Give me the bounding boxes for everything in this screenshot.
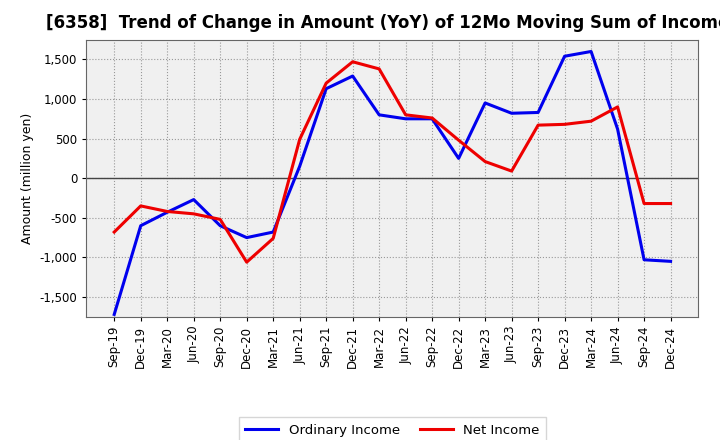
- Net Income: [454, 138, 463, 143]
- Ordinary Income: [454, 156, 463, 161]
- Net Income: [216, 217, 225, 222]
- Ordinary Income: [243, 235, 251, 240]
- Line: Net Income: Net Income: [114, 62, 670, 262]
- Ordinary Income: [401, 116, 410, 121]
- Net Income: [613, 104, 622, 110]
- Net Income: [110, 229, 119, 235]
- Net Income: [269, 236, 277, 241]
- Net Income: [163, 209, 171, 214]
- Net Income: [375, 66, 384, 72]
- Ordinary Income: [587, 49, 595, 54]
- Net Income: [322, 81, 330, 86]
- Ordinary Income: [189, 197, 198, 202]
- Legend: Ordinary Income, Net Income: Ordinary Income, Net Income: [238, 417, 546, 440]
- Net Income: [136, 203, 145, 209]
- Net Income: [189, 211, 198, 216]
- Title: [6358]  Trend of Change in Amount (YoY) of 12Mo Moving Sum of Incomes: [6358] Trend of Change in Amount (YoY) o…: [46, 15, 720, 33]
- Ordinary Income: [110, 312, 119, 317]
- Ordinary Income: [560, 54, 569, 59]
- Net Income: [560, 122, 569, 127]
- Ordinary Income: [534, 110, 542, 115]
- Ordinary Income: [348, 73, 357, 79]
- Ordinary Income: [640, 257, 649, 262]
- Net Income: [295, 137, 304, 142]
- Net Income: [481, 159, 490, 164]
- Ordinary Income: [375, 112, 384, 117]
- Ordinary Income: [613, 126, 622, 132]
- Net Income: [428, 115, 436, 121]
- Net Income: [348, 59, 357, 64]
- Ordinary Income: [508, 110, 516, 116]
- Ordinary Income: [163, 209, 171, 215]
- Ordinary Income: [269, 229, 277, 235]
- Net Income: [640, 201, 649, 206]
- Ordinary Income: [322, 86, 330, 92]
- Net Income: [401, 112, 410, 117]
- Net Income: [587, 118, 595, 124]
- Ordinary Income: [136, 223, 145, 228]
- Ordinary Income: [295, 164, 304, 169]
- Ordinary Income: [666, 259, 675, 264]
- Net Income: [508, 169, 516, 174]
- Net Income: [534, 122, 542, 128]
- Net Income: [666, 201, 675, 206]
- Net Income: [243, 260, 251, 265]
- Line: Ordinary Income: Ordinary Income: [114, 51, 670, 315]
- Y-axis label: Amount (million yen): Amount (million yen): [21, 113, 34, 244]
- Ordinary Income: [428, 116, 436, 121]
- Ordinary Income: [216, 223, 225, 228]
- Ordinary Income: [481, 100, 490, 106]
